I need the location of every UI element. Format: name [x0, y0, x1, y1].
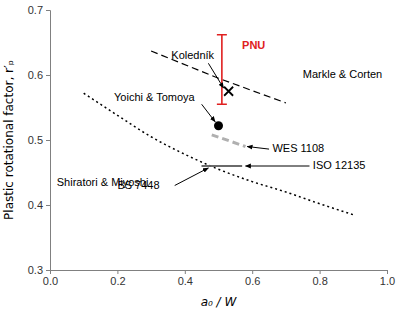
x-tick: 0.8	[312, 270, 327, 287]
x-tick-mark	[320, 270, 321, 274]
x-tick: 0.4	[178, 270, 193, 287]
y-tick: 0.7	[28, 4, 50, 16]
x-axis-title: a₀ / W	[201, 295, 238, 309]
x-tick-label: 0.2	[110, 275, 125, 287]
y-tick: 0.6	[28, 69, 50, 81]
series-label: WES 1108	[272, 142, 324, 154]
x-tick-label: 1.0	[380, 275, 395, 287]
y-tick-label: 0.4	[28, 199, 43, 211]
y-axis: 0.3 0.4 0.5 0.6 0.7	[28, 4, 51, 276]
series-label: Markle & Corten	[303, 68, 382, 80]
x-tick: 1.0	[380, 270, 395, 287]
x-tick-mark	[387, 270, 388, 274]
y-tick-mark	[46, 205, 50, 206]
label-arrow	[245, 166, 309, 167]
x-tick-mark	[117, 270, 118, 274]
range-bar	[217, 35, 227, 105]
series-label: PNU	[242, 39, 265, 51]
x-axis: 0.0 0.2 0.4 0.6 0.8 1.0	[43, 270, 395, 287]
label-arrow	[202, 104, 215, 122]
label-arrow	[175, 168, 209, 186]
y-tick-mark	[46, 140, 50, 141]
y-tick-mark	[46, 10, 50, 11]
series-line	[202, 165, 242, 167]
x-axis-line	[51, 271, 388, 275]
series-line	[202, 165, 242, 167]
x-tick-label: 0.6	[245, 275, 260, 287]
y-tick-label: 0.5	[28, 134, 43, 146]
y-tick-mark	[46, 75, 50, 76]
x-tick: 0.2	[110, 270, 125, 287]
x-tick-mark	[185, 270, 186, 274]
label-arrow	[208, 63, 223, 88]
y-tick-label: 0.3	[28, 264, 43, 276]
y-tick: 0.5	[28, 134, 50, 146]
point-x	[224, 87, 233, 96]
plot-area	[84, 35, 354, 215]
y-tick-label: 0.7	[28, 4, 43, 16]
x-tick-mark	[252, 270, 253, 274]
y-tick-mark	[46, 270, 50, 271]
labels: Markle & CortenShiratori & MiyoshiWES 11…	[57, 39, 382, 191]
y-tick: 0.4	[28, 199, 50, 211]
y-tick: 0.3	[28, 264, 50, 276]
x-tick: 0.0	[43, 270, 58, 287]
series-label: Koledník	[171, 49, 214, 61]
y-tick-label: 0.6	[28, 69, 43, 81]
y-axis-title: Plastic rotational factor, r′ₚ	[2, 60, 16, 220]
point	[214, 121, 223, 130]
series-line	[84, 93, 354, 215]
series-label: Yoichi & Tomoya	[114, 91, 196, 103]
x-tick-label: 0.4	[178, 275, 193, 287]
series-line	[212, 135, 246, 147]
chart: 0.0 0.2 0.4 0.6 0.8 1.0 0.3 0.4 0.5 0.6 0.7 a₀ / W P…	[0, 0, 405, 314]
series-label: ISO 12135	[313, 159, 366, 171]
y-axis-line	[46, 11, 51, 271]
x-tick: 0.6	[245, 270, 260, 287]
series-label: BS 7448	[117, 179, 159, 191]
x-tick-label: 0.0	[43, 275, 58, 287]
label-arrow	[247, 147, 269, 150]
x-tick-label: 0.8	[312, 275, 327, 287]
